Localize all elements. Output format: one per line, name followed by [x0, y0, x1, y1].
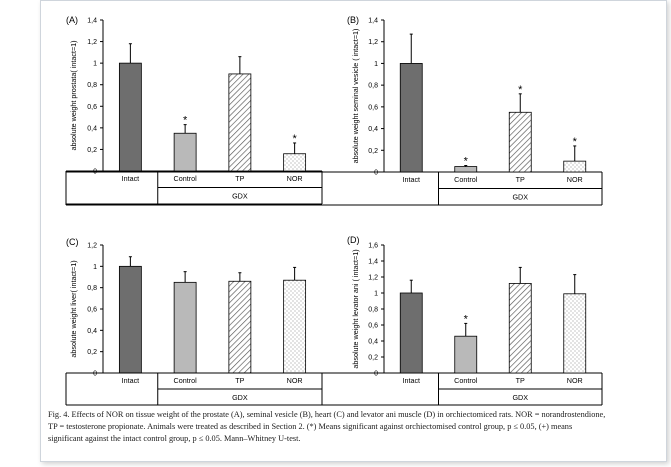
category-label-3-0: Intact: [402, 376, 420, 385]
y-tick-label-0-7: 1,4: [87, 18, 97, 25]
caption-line-1: Fig. 4. Effects of NOR on tissue weight …: [48, 410, 606, 419]
bar-3-3: [563, 293, 587, 374]
y-tick-label-1-2: 0,4: [368, 126, 378, 133]
significance-mark-0-1: *: [183, 115, 188, 127]
y-tick-label-3-7: 1,4: [368, 259, 378, 266]
y-tick-label-2-0: 0: [93, 371, 97, 378]
bar-3-1: [454, 335, 478, 374]
bar-2-1: [173, 281, 197, 374]
category-label-0-1: Control: [174, 174, 198, 183]
y-tick-label-3-1: 0,2: [368, 355, 378, 362]
y-tick-label-0-5: 1: [93, 61, 97, 68]
bar-1-3: [563, 160, 587, 173]
y-tick-label-0-3: 0,6: [87, 104, 97, 111]
y-tick-label-3-5: 1: [374, 291, 378, 298]
bar-1-2: [508, 111, 532, 173]
significance-mark-1-3: *: [573, 136, 578, 148]
category-label-2-0: Intact: [122, 376, 140, 385]
group-label-2: GDX: [232, 393, 248, 402]
y-tick-label-2-5: 1: [93, 264, 97, 271]
category-label-2-3: NOR: [287, 376, 303, 385]
y-tick-label-0-6: 1,2: [87, 39, 97, 46]
y-tick-label-3-3: 0,6: [368, 323, 378, 330]
y-tick-label-3-8: 1,6: [368, 243, 378, 250]
bar-0-3: [283, 153, 307, 172]
category-label-1-1: Control: [454, 175, 478, 184]
y-tick-label-1-4: 0,8: [368, 83, 378, 90]
y-tick-label-0-4: 0,8: [87, 82, 97, 89]
y-tick-label-3-0: 0: [374, 371, 378, 378]
panel-label-0: (A): [66, 15, 78, 25]
figure-caption: Fig. 4. Effects of NOR on tissue weight …: [48, 409, 660, 445]
y-tick-label-2-3: 0,6: [87, 307, 97, 314]
y-axis-label-3: absolute weight levator ani ( intact=1): [351, 249, 360, 368]
y-tick-label-0-1: 0,2: [87, 147, 97, 154]
bar-2-3: [283, 279, 307, 374]
panel-label-3: (D): [347, 235, 360, 245]
significance-mark-1-1: *: [464, 155, 469, 167]
y-tick-label-1-0: 0: [374, 170, 378, 177]
bar-0-2: [228, 73, 252, 172]
panel-label-1: (B): [347, 15, 359, 25]
panel-label-2: (C): [66, 237, 79, 247]
y-axis-label-2: absolute weight liver( intact=1): [69, 260, 78, 357]
bar-3-2: [508, 282, 532, 374]
category-label-3-2: TP: [516, 376, 525, 385]
y-tick-label-1-3: 0,6: [368, 104, 378, 111]
category-label-0-0: Intact: [122, 174, 140, 183]
y-tick-label-2-4: 0,8: [87, 285, 97, 292]
y-tick-label-3-2: 0,4: [368, 339, 378, 346]
y-tick-label-1-7: 1,4: [368, 18, 378, 25]
y-axis-label-1: absolute weight seminal vesicle ( intact…: [351, 29, 360, 164]
category-label-2-1: Control: [174, 376, 198, 385]
bar-3-0: [399, 292, 423, 374]
significance-mark-1-2: *: [518, 84, 523, 96]
caption-line-2: TP = testosterone propionate. Animals we…: [48, 422, 573, 431]
y-tick-label-2-2: 0,4: [87, 328, 97, 335]
bar-2-0: [118, 265, 142, 374]
y-axis-label-0: absolute weight prostata( intact=1): [69, 40, 78, 150]
figure-frame: [40, 0, 667, 462]
category-label-0-2: TP: [235, 174, 244, 183]
category-label-2-2: TP: [235, 376, 244, 385]
category-label-1-2: TP: [516, 175, 525, 184]
y-tick-label-2-6: 1,2: [87, 243, 97, 250]
caption-line-3: significant against the intact control g…: [48, 434, 301, 443]
significance-mark-3-1: *: [464, 313, 469, 325]
y-tick-label-3-4: 0,8: [368, 307, 378, 314]
y-tick-label-1-6: 1,2: [368, 39, 378, 46]
y-tick-label-0-2: 0,4: [87, 125, 97, 132]
category-label-1-3: NOR: [567, 175, 583, 184]
group-label-0: GDX: [232, 192, 248, 201]
bar-1-0: [399, 63, 423, 173]
bar-0-1: [173, 132, 197, 172]
significance-mark-0-3: *: [292, 133, 297, 145]
group-label-1: GDX: [512, 193, 528, 202]
bar-0-0: [118, 62, 142, 172]
group-label-3: GDX: [512, 393, 528, 402]
category-label-3-3: NOR: [567, 376, 583, 385]
bar-2-2: [228, 280, 252, 374]
category-label-1-0: Intact: [402, 175, 420, 184]
y-tick-label-1-1: 0,2: [368, 148, 378, 155]
y-tick-label-2-1: 0,2: [87, 349, 97, 356]
category-label-0-3: NOR: [287, 174, 303, 183]
y-tick-label-3-6: 1,2: [368, 275, 378, 282]
y-tick-label-1-5: 1: [374, 61, 378, 68]
category-label-3-1: Control: [454, 376, 478, 385]
